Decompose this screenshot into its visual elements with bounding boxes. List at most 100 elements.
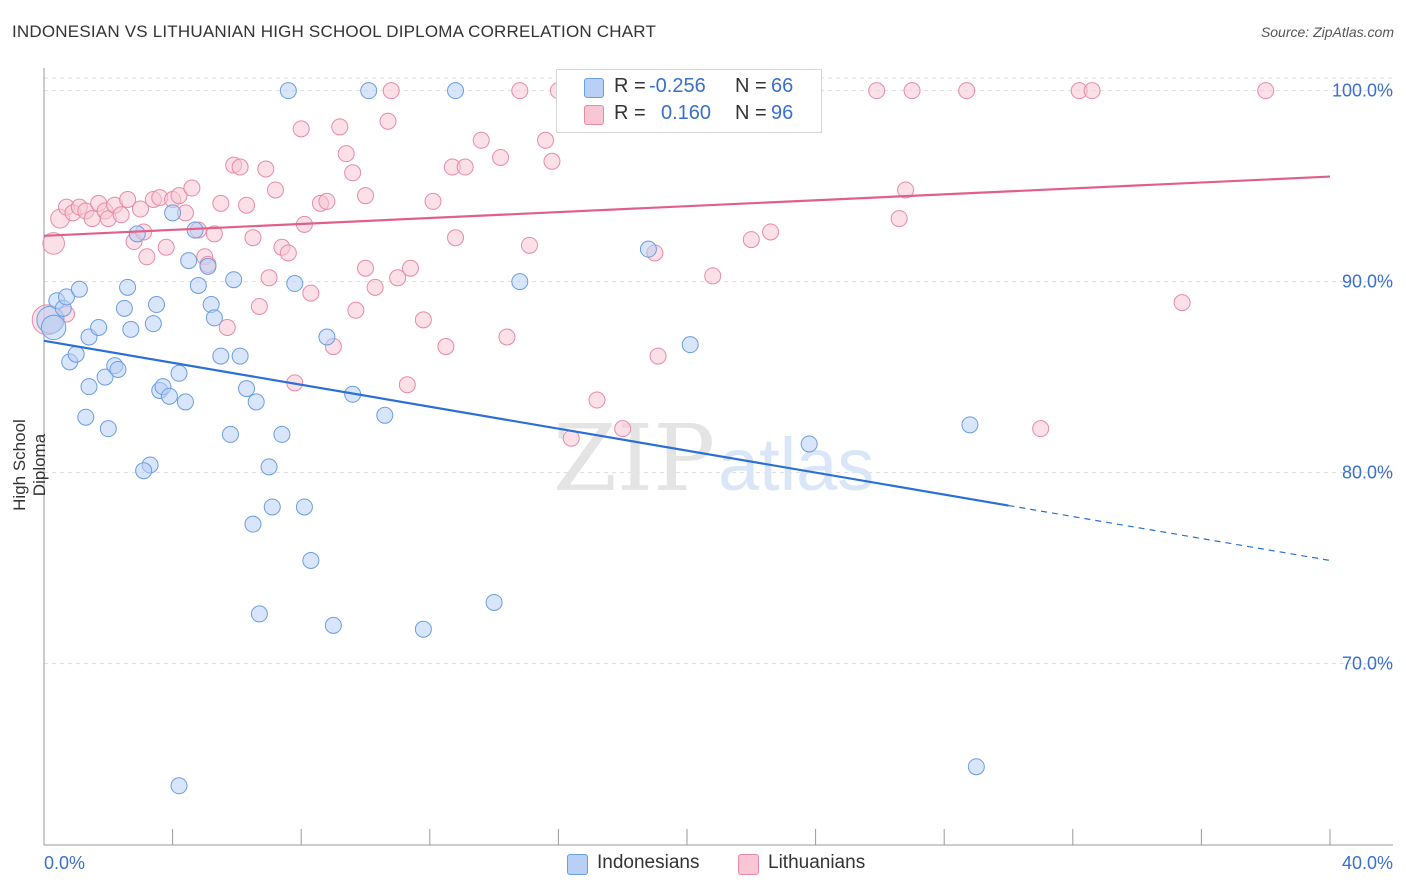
x-tick-label: 0.0% xyxy=(44,853,85,873)
lithuanians-point xyxy=(366,278,384,296)
lithuanians-point xyxy=(1032,420,1050,438)
indonesians-point xyxy=(221,425,239,443)
lithuanians-point xyxy=(157,238,175,256)
lithuanians-point xyxy=(903,82,921,100)
y-tick-label: 90.0% xyxy=(1342,272,1393,292)
legend-r-value: 0.160 xyxy=(661,102,712,124)
indonesians-point xyxy=(67,345,85,363)
indonesians-point xyxy=(176,393,194,411)
indonesians-point xyxy=(115,299,133,317)
y-tick-label: 100.0% xyxy=(1332,81,1393,101)
y-tick-label: 70.0% xyxy=(1342,654,1393,674)
lithuanians-point xyxy=(183,179,201,197)
indonesians-point xyxy=(170,777,188,795)
tick-labels: 70.0% 80.0% 90.0% 100.0% 0.0% 40.0% xyxy=(44,81,1393,873)
series-name: Indonesians xyxy=(597,852,700,873)
lithuanians-point xyxy=(357,259,374,277)
indonesians-point xyxy=(318,328,336,346)
indonesians-point xyxy=(205,309,223,327)
indonesians-point xyxy=(212,347,230,365)
lithuanians-point xyxy=(379,112,397,130)
lithuanians-point xyxy=(302,284,320,302)
lithuanians-point xyxy=(389,269,407,287)
lithuanians-point xyxy=(212,194,230,212)
lithuanians-point xyxy=(279,244,297,262)
lithuanians-point xyxy=(868,82,886,100)
lithuanians-trend-line xyxy=(43,175,1331,237)
lithuanians-point xyxy=(292,120,310,138)
lithuanians-point xyxy=(958,82,976,100)
lithuanians-point xyxy=(649,347,667,365)
lithuanians-point xyxy=(131,200,149,218)
indonesians-point xyxy=(260,458,278,476)
lithuanians-point xyxy=(424,192,442,210)
indonesians-point xyxy=(80,378,98,396)
legend-r-value: -0.256 xyxy=(649,75,706,97)
lithuanians-point xyxy=(138,248,156,266)
lithuanians-point xyxy=(498,328,516,346)
lithuanians-point xyxy=(1173,294,1191,312)
indonesians-point xyxy=(90,318,108,336)
indonesians-point xyxy=(225,271,243,289)
lithuanians-point xyxy=(257,160,275,178)
lithuanians-point xyxy=(112,206,130,224)
y-tick-label: 80.0% xyxy=(1342,463,1393,483)
indonesians-point xyxy=(164,204,182,222)
indonesians-point xyxy=(800,435,818,453)
lithuanians-point xyxy=(266,181,284,199)
legend-r-label: R = xyxy=(614,75,646,97)
indonesians-point xyxy=(199,257,217,275)
trend-lines xyxy=(43,175,1331,562)
indonesians-point xyxy=(189,276,207,294)
lithuanians-point xyxy=(1083,82,1101,100)
indonesians-point xyxy=(148,296,166,314)
source-label: Source: ZipAtlas.com xyxy=(1260,24,1394,40)
axes xyxy=(43,68,1393,846)
x-tick-label: 40.0% xyxy=(1342,853,1393,873)
indonesians-point xyxy=(238,380,256,398)
lithuanians-swatch xyxy=(584,105,604,125)
indonesians-swatch xyxy=(567,854,588,875)
indonesians-point xyxy=(40,314,67,341)
lithuanians-point xyxy=(543,152,561,170)
lithuanians-point xyxy=(318,192,336,210)
stats-legend: R = -0.256 N = 66 R = 0.160 N = 96 xyxy=(556,69,822,133)
indonesians-point xyxy=(135,462,153,480)
lithuanians-point xyxy=(398,376,416,394)
lithuanians-point xyxy=(762,223,780,241)
lithuanians-point xyxy=(537,131,555,149)
lithuanians-point xyxy=(456,158,474,176)
indonesians-point xyxy=(180,252,198,270)
lithuanians-point xyxy=(231,158,249,176)
indonesians-swatch xyxy=(584,78,604,98)
lithuanians-point xyxy=(119,191,137,209)
indonesians-point xyxy=(376,406,394,424)
indonesians-point xyxy=(160,387,178,405)
indonesians-points xyxy=(36,82,985,795)
lithuanians-point xyxy=(492,148,510,166)
lithuanians-point xyxy=(614,420,632,438)
indonesians-point xyxy=(231,347,249,365)
indonesians-point xyxy=(324,616,342,634)
lithuanians-point xyxy=(205,225,223,243)
indonesians-point xyxy=(295,498,313,516)
lithuanians-point xyxy=(238,196,256,214)
lithuanians-point xyxy=(357,187,374,205)
indonesians-point xyxy=(967,758,985,776)
lithuanians-point xyxy=(170,187,188,205)
lithuanians-point xyxy=(42,232,65,255)
lithuanians-point xyxy=(382,82,400,100)
indonesians-point xyxy=(414,620,432,638)
lithuanians-points xyxy=(31,82,1275,447)
indonesians-point xyxy=(70,280,88,298)
indonesians-point xyxy=(273,425,291,443)
indonesians-point xyxy=(109,360,127,378)
watermark-atlas: atlas xyxy=(718,423,874,506)
legend-n-value: 66 xyxy=(771,75,794,97)
indonesians-point xyxy=(639,240,657,258)
lithuanians-point xyxy=(520,236,538,254)
indonesians-point xyxy=(96,368,114,386)
lithuanians-point xyxy=(1257,82,1275,100)
legend-n-label: N = xyxy=(735,75,767,97)
